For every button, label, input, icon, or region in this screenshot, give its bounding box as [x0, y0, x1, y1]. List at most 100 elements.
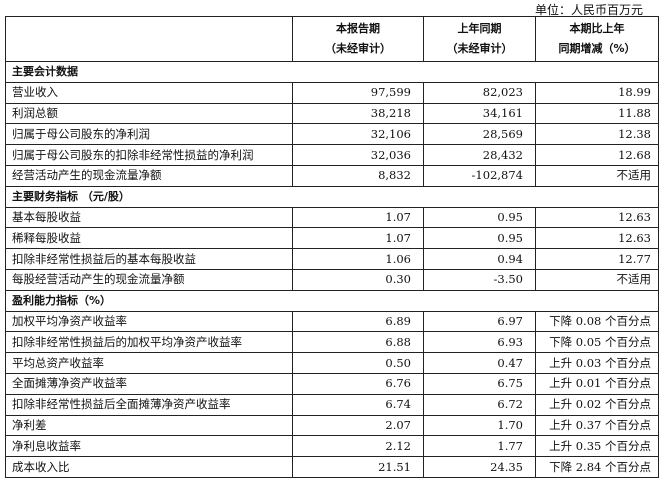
header-change: 本期比上年同期增减（%）: [535, 16, 659, 62]
header-text: 本报告期: [336, 22, 380, 35]
prior-value: 0.47: [423, 352, 536, 374]
change-value: 上升 0.35 个百分点: [535, 435, 659, 458]
current-value: 6.74: [292, 393, 424, 416]
unit-label: 单位：人民币百万元: [534, 3, 643, 17]
current-value: 8,832: [292, 164, 424, 187]
table-row: 营业收入 97,599 82,023 18.99: [5, 81, 659, 104]
section-title: 主要会计数据: [5, 61, 659, 83]
section-header-row: 盈利能力指标（%）: [5, 289, 659, 312]
current-value: 1.06: [292, 248, 424, 270]
current-value: 6.89: [292, 310, 424, 333]
change-value: 不适用: [535, 164, 659, 187]
current-value: 32,036: [292, 144, 424, 166]
row-label: 归属于母公司股东的净利润: [5, 123, 293, 146]
table-row: 扣除非经常性损益后的基本每股收益 1.06 0.94 12.77: [5, 248, 659, 270]
row-label: 归属于母公司股东的扣除非经常性损益的净利润: [5, 144, 293, 166]
current-value: 1.07: [292, 227, 424, 250]
table-row: 扣除非经常性损益后的加权平均净资产收益率 6.88 6.93 下降 0.05 个百分点: [5, 331, 659, 354]
section-title: 主要财务指标 （元/股）: [5, 185, 659, 208]
header-text: （未经审计）: [446, 42, 513, 55]
prior-value: 0.95: [423, 206, 536, 229]
change-value: 不适用: [535, 268, 659, 291]
row-label: 扣除非经常性损益后全面摊薄净资产收益率: [5, 393, 293, 416]
row-label: 成本收入比: [5, 456, 293, 478]
header-text: 本期比上年: [569, 22, 625, 35]
current-value: 0.50: [292, 352, 424, 374]
prior-value: 6.97: [423, 310, 536, 333]
current-value: 1.07: [292, 206, 424, 229]
prior-value: -3.50: [423, 268, 536, 291]
prior-value: 34,161: [423, 102, 536, 125]
change-value: 下降 0.05 个百分点: [535, 331, 659, 354]
row-label: 营业收入: [5, 81, 293, 104]
row-label: 净利差: [5, 414, 293, 437]
change-value: 上升 0.02 个百分点: [535, 393, 659, 416]
table-row: 净利息收益率 2.12 1.77 上升 0.35 个百分点: [5, 435, 659, 458]
current-value: 21.51: [292, 456, 424, 478]
section-header-row: 主要会计数据: [5, 61, 659, 83]
header-blank: [5, 16, 293, 62]
header-current-period: 本报告期 （未经审计）: [292, 16, 424, 62]
prior-value: 1.70: [423, 414, 536, 437]
prior-value: 6.93: [423, 331, 536, 354]
prior-value: 28,569: [423, 123, 536, 146]
change-value: 11.88: [535, 102, 659, 125]
change-value: 下降 2.84 个百分点: [535, 456, 659, 478]
row-label: 扣除非经常性损益后的加权平均净资产收益率: [5, 331, 293, 354]
change-value: 上升 0.01 个百分点: [535, 372, 659, 395]
table-row: 每股经营活动产生的现金流量净额 0.30 -3.50 不适用: [5, 268, 659, 291]
header-text: （未经审计）: [325, 42, 391, 55]
prior-value: -102,874: [423, 164, 536, 187]
change-value: 下降 0.08 个百分点: [535, 310, 659, 333]
row-label: 基本每股收益: [5, 206, 293, 229]
prior-value: 28,432: [423, 144, 536, 166]
row-label: 利润总额: [5, 102, 293, 125]
current-value: 97,599: [292, 81, 424, 104]
current-value: 2.07: [292, 414, 424, 437]
row-label: 稀释每股收益: [5, 227, 293, 250]
row-label: 加权平均净资产收益率: [5, 310, 293, 333]
table-row: 经营活动产生的现金流量净额 8,832 -102,874 不适用: [5, 164, 659, 187]
prior-value: 82,023: [423, 81, 536, 104]
header-text: 同期增减（%）: [558, 42, 636, 55]
current-value: 32,106: [292, 123, 424, 146]
current-value: 6.76: [292, 372, 424, 395]
table-row: 归属于母公司股东的扣除非经常性损益的净利润 32,036 28,432 12.68: [5, 144, 659, 166]
prior-value: 0.94: [423, 248, 536, 270]
row-label: 每股经营活动产生的现金流量净额: [5, 268, 293, 291]
table-row: 全面摊薄净资产收益率 6.76 6.75 上升 0.01 个百分点: [5, 372, 659, 395]
current-value: 0.30: [292, 268, 424, 291]
change-value: 12.38: [535, 123, 659, 146]
header-row: 本报告期 （未经审计） 上年同期 （未经审计） 本期比上年同期增减（%）: [5, 16, 659, 62]
section-header-row: 主要财务指标 （元/股）: [5, 185, 659, 208]
row-label: 全面摊薄净资产收益率: [5, 372, 293, 395]
prior-value: 24.35: [423, 456, 536, 478]
table-row: 平均总资产收益率 0.50 0.47 上升 0.03 个百分点: [5, 352, 659, 374]
table-row: 基本每股收益 1.07 0.95 12.63: [5, 206, 659, 229]
row-label: 经营活动产生的现金流量净额: [5, 164, 293, 187]
prior-value: 0.95: [423, 227, 536, 250]
change-value: 上升 0.37 个百分点: [535, 414, 659, 437]
current-value: 2.12: [292, 435, 424, 458]
change-value: 12.63: [535, 206, 659, 229]
header-prior-period: 上年同期 （未经审计）: [423, 16, 536, 62]
row-label: 净利息收益率: [5, 435, 293, 458]
table-row: 扣除非经常性损益后全面摊薄净资产收益率 6.74 6.72 上升 0.02 个百分点: [5, 393, 659, 416]
change-value: 12.68: [535, 144, 659, 166]
row-label: 平均总资产收益率: [5, 352, 293, 374]
prior-value: 6.72: [423, 393, 536, 416]
table-row: 成本收入比 21.51 24.35 下降 2.84 个百分点: [5, 456, 659, 478]
change-value: 18.99: [535, 81, 659, 104]
table-row: 归属于母公司股东的净利润 32,106 28,569 12.38: [5, 123, 659, 146]
table-row: 利润总额 38,218 34,161 11.88: [5, 102, 659, 125]
table-row: 净利差 2.07 1.70 上升 0.37 个百分点: [5, 414, 659, 437]
prior-value: 6.75: [423, 372, 536, 395]
prior-value: 1.77: [423, 435, 536, 458]
current-value: 38,218: [292, 102, 424, 125]
header-text: 上年同期: [457, 22, 502, 35]
change-value: 12.63: [535, 227, 659, 250]
row-label: 扣除非经常性损益后的基本每股收益: [5, 248, 293, 270]
current-value: 6.88: [292, 331, 424, 354]
table-row: 加权平均净资产收益率 6.89 6.97 下降 0.08 个百分点: [5, 310, 659, 333]
financial-table: 本报告期 （未经审计） 上年同期 （未经审计） 本期比上年同期增减（%） 主要会计数…: [5, 16, 659, 478]
